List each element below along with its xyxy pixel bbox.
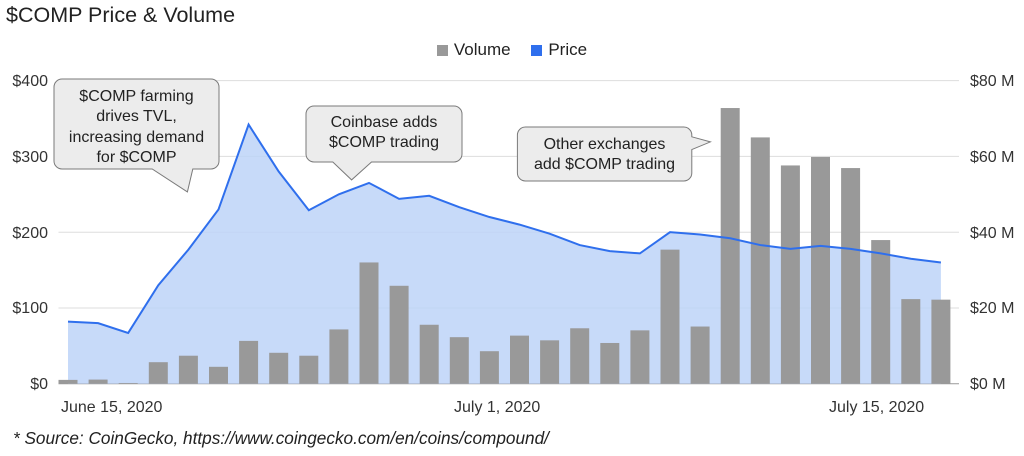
svg-text:$0: $0 bbox=[30, 376, 48, 393]
svg-text:July 15, 2020: July 15, 2020 bbox=[829, 399, 924, 416]
svg-text:$300: $300 bbox=[12, 149, 48, 166]
svg-text:June 15, 2020: June 15, 2020 bbox=[61, 399, 163, 416]
svg-text:$0 M: $0 M bbox=[970, 376, 1006, 393]
svg-text:$60 M: $60 M bbox=[970, 149, 1014, 166]
svg-text:$80 M: $80 M bbox=[970, 73, 1014, 90]
svg-text:$200: $200 bbox=[12, 225, 48, 242]
svg-text:$40 M: $40 M bbox=[970, 225, 1014, 242]
svg-text:July 1, 2020: July 1, 2020 bbox=[454, 399, 540, 416]
svg-text:$400: $400 bbox=[12, 73, 48, 90]
svg-text:$20 M: $20 M bbox=[970, 300, 1014, 317]
svg-text:$100: $100 bbox=[12, 300, 48, 317]
